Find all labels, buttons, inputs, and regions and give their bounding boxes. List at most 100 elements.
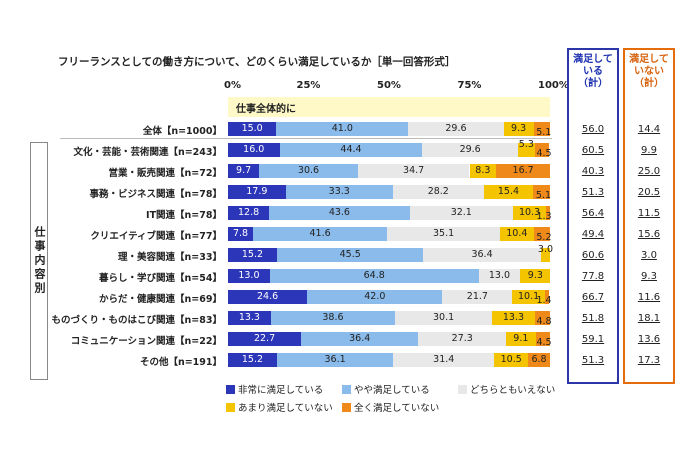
- data-label: 29.6: [459, 144, 481, 155]
- seg-somewhat-satisfied: [301, 332, 419, 346]
- data-label: 30.6: [297, 165, 320, 176]
- seg-not-at-all-satisfied: [533, 185, 550, 199]
- data-label: 43.6: [328, 207, 350, 218]
- satisfied-total-value: 56.0: [581, 124, 605, 135]
- seg-somewhat-satisfied: [270, 311, 396, 325]
- unsatisfied-total-value: 15.6: [637, 229, 661, 240]
- legend-swatch: [458, 384, 467, 394]
- chart-title: フリーランスとしての働き方について、どのくらい満足しているか［単一回答形式］: [58, 56, 456, 68]
- seg-neither: [395, 311, 493, 325]
- seg-not-at-all-satisfied: [496, 164, 550, 178]
- seg-not-at-all-satisfied: [533, 227, 551, 241]
- data-label: 1.3: [536, 211, 552, 222]
- seg-very-satisfied: [228, 248, 277, 262]
- seg-not-at-all-satisfied: [546, 206, 551, 220]
- stacked-bar: 9.7 30.6 34.7 8.3 16.7: [228, 164, 550, 178]
- data-label: 16.0: [243, 144, 265, 155]
- legend-item: 全く満足していない: [342, 400, 439, 414]
- satisfied-total-value: 51.8: [581, 313, 605, 324]
- satisfied-total-value: 40.3: [581, 166, 605, 177]
- row-label: コミュニケーション関連【n=22】: [70, 336, 222, 347]
- seg-not-very-satisfied: [492, 311, 535, 325]
- seg-very-satisfied: [228, 206, 270, 220]
- satisfied-total-column: 満足して いる （計） 56.0 60.5 40.3 51.3 56.4 49.4 60.6 77…: [567, 48, 619, 384]
- data-label: 5.1: [535, 190, 552, 201]
- satisfied-header-line: 満足して: [573, 54, 613, 65]
- seg-neither: [418, 332, 507, 346]
- seg-neither: [409, 206, 513, 220]
- stacked-bar: 16.0 44.4 29.6 5.3 4.5: [228, 139, 552, 159]
- stacked-bar: 12.8 43.6 32.1 10.3 1.3: [228, 206, 552, 222]
- row-label: 営業・販売関連【n=72】: [108, 168, 222, 179]
- legend-item: どちらともいえない: [458, 382, 555, 396]
- seg-somewhat-satisfied: [276, 248, 424, 262]
- data-label: 15.2: [241, 354, 264, 365]
- row-label: クリエイティブ関連【n=77】: [90, 231, 222, 242]
- x-tick-label: 50%: [377, 80, 401, 91]
- data-label: 36.4: [349, 333, 371, 344]
- unsatisfied-total-header: 満足して いない （計）: [625, 50, 673, 94]
- seg-not-at-all-satisfied: [535, 332, 550, 346]
- seg-somewhat-satisfied: [253, 227, 388, 241]
- seg-not-at-all-satisfied: [533, 122, 550, 136]
- stacked-bar: 13.3 38.6 30.1 13.3 4.8: [228, 311, 552, 327]
- data-label: 32.1: [450, 207, 472, 218]
- seg-neither: [392, 185, 484, 199]
- seg-somewhat-satisfied: [269, 269, 479, 283]
- satisfied-total-value: 59.1: [581, 334, 605, 345]
- legend-label: 全く満足していない: [354, 403, 440, 414]
- seg-not-very-satisfied: [506, 332, 536, 346]
- data-label: 44.4: [340, 144, 362, 155]
- data-label: 7.8: [232, 228, 249, 239]
- data-label: 4.5: [536, 148, 552, 159]
- stacked-bar: 13.0 64.8 13.0 9.3: [228, 269, 551, 283]
- seg-very-satisfied: [228, 122, 277, 136]
- data-label: 13.0: [488, 270, 511, 281]
- seg-very-satisfied: [228, 164, 260, 178]
- unsatisfied-total-value: 18.1: [637, 313, 661, 324]
- seg-very-satisfied: [228, 227, 254, 241]
- seg-neither: [422, 143, 518, 157]
- data-label: 31.4: [433, 354, 455, 365]
- data-label: 4.8: [536, 316, 552, 327]
- satisfied-total-value: 66.7: [581, 292, 605, 303]
- legend: 非常に満足している やや満足している どちらともいえない あまり満足していない 全く満足…: [226, 382, 566, 418]
- satisfied-total-value: 77.8: [581, 271, 605, 282]
- unsatisfied-total-value: 17.3: [637, 355, 661, 366]
- seg-very-satisfied: [228, 143, 280, 157]
- data-label: 10.4: [506, 228, 528, 239]
- seg-not-very-satisfied: [517, 143, 535, 157]
- satisfied-total-value: 60.6: [581, 250, 605, 261]
- data-label: 6.8: [531, 354, 547, 365]
- data-label: 27.3: [451, 333, 473, 344]
- stacked-bar: 15.2 36.1 31.4 10.5 6.8: [228, 353, 550, 367]
- data-label: 12.8: [238, 207, 260, 218]
- row-label: IT関連【n=78】: [146, 210, 222, 221]
- data-label: 15.0: [241, 123, 263, 134]
- seg-somewhat-satisfied: [276, 122, 409, 136]
- group-bracket: 仕事内容別: [30, 142, 48, 380]
- data-label: 4.5: [536, 337, 552, 348]
- data-label: 1.4: [536, 295, 552, 306]
- row-label: その他【n=191】: [139, 357, 222, 368]
- satisfied-header-line: いる: [583, 66, 603, 77]
- row-label: 理・美容関連【n=33】: [118, 252, 222, 263]
- legend-item: 非常に満足している: [226, 382, 323, 396]
- legend-swatch: [226, 402, 235, 412]
- data-label: 64.8: [363, 270, 385, 281]
- legend-label: 非常に満足している: [238, 385, 324, 396]
- data-label: 35.1: [433, 228, 455, 239]
- data-label: 13.3: [238, 312, 260, 323]
- seg-very-satisfied: [228, 353, 277, 367]
- seg-not-very-satisfied: [494, 353, 529, 367]
- seg-neither: [408, 122, 504, 136]
- seg-somewhat-satisfied: [307, 290, 443, 304]
- seg-not-at-all-satisfied: [534, 311, 551, 325]
- overall-separator: [60, 138, 552, 139]
- unsatisfied-total-value: 3.0: [641, 250, 657, 261]
- x-tick-label: 100%: [538, 80, 569, 91]
- data-label: 10.3: [518, 207, 541, 218]
- seg-very-satisfied: [228, 185, 286, 199]
- row-label: 事務・ビジネス関連【n=78】: [89, 189, 222, 200]
- data-label: 34.7: [403, 165, 425, 176]
